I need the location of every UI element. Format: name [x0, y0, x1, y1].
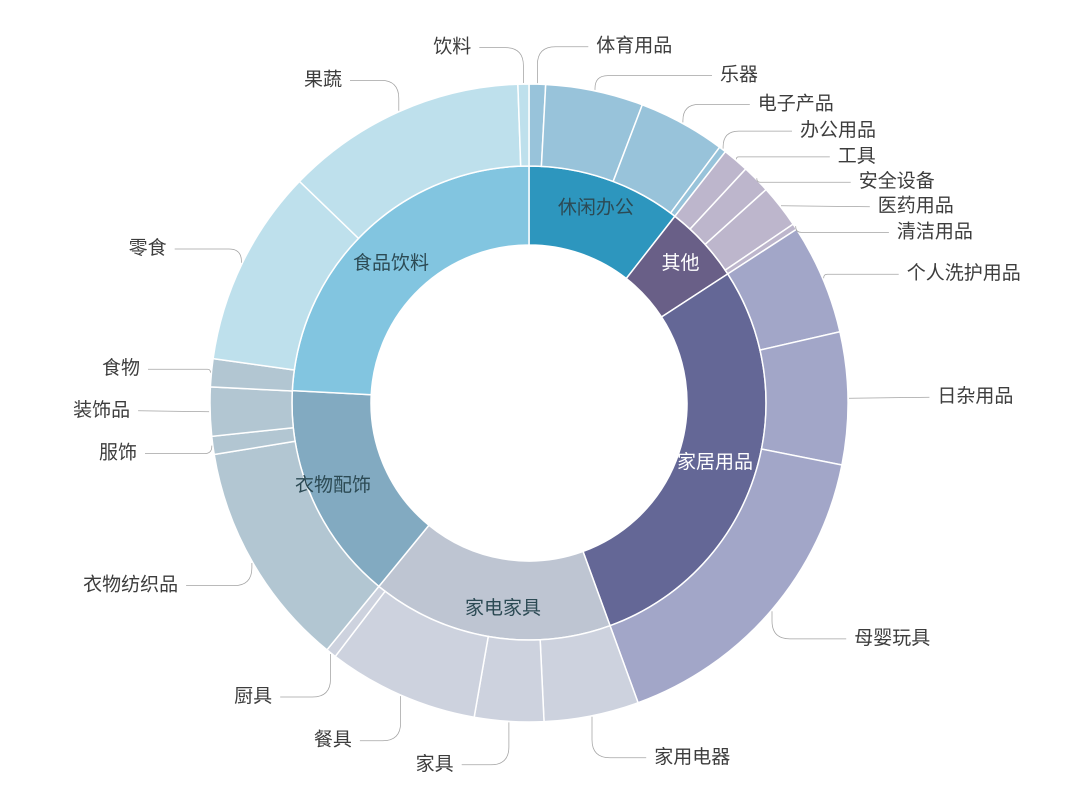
- svg-text:衣物配饰: 衣物配饰: [295, 474, 371, 496]
- svg-text:日杂用品: 日杂用品: [937, 385, 1013, 407]
- svg-text:餐具: 餐具: [314, 729, 352, 751]
- svg-text:电子产品: 电子产品: [758, 92, 834, 114]
- svg-text:服饰: 服饰: [99, 442, 137, 464]
- svg-text:零食: 零食: [129, 237, 167, 259]
- svg-text:休闲办公: 休闲办公: [558, 197, 634, 219]
- svg-text:厨具: 厨具: [234, 686, 272, 707]
- svg-text:清洁用品: 清洁用品: [897, 220, 973, 242]
- svg-text:工具: 工具: [838, 146, 876, 167]
- svg-text:饮料: 饮料: [433, 36, 471, 58]
- svg-text:果蔬: 果蔬: [304, 68, 342, 90]
- svg-text:装饰品: 装饰品: [73, 399, 130, 421]
- svg-text:体育用品: 体育用品: [596, 35, 672, 57]
- svg-text:安全设备: 安全设备: [859, 170, 935, 192]
- svg-text:衣物纺织品: 衣物纺织品: [83, 574, 178, 596]
- svg-text:家具: 家具: [416, 753, 454, 775]
- svg-text:个人洗护用品: 个人洗护用品: [907, 262, 1021, 284]
- svg-text:家用电器: 家用电器: [654, 746, 730, 768]
- svg-text:医药用品: 医药用品: [878, 195, 954, 217]
- svg-text:母婴玩具: 母婴玩具: [854, 627, 930, 649]
- svg-text:其他: 其他: [661, 252, 699, 274]
- svg-text:家电家具: 家电家具: [465, 597, 541, 619]
- svg-text:办公用品: 办公用品: [800, 119, 876, 141]
- svg-text:乐器: 乐器: [720, 64, 758, 86]
- svg-text:食物: 食物: [102, 357, 140, 379]
- svg-text:食品饮料: 食品饮料: [353, 252, 429, 274]
- svg-text:家居用品: 家居用品: [677, 451, 753, 473]
